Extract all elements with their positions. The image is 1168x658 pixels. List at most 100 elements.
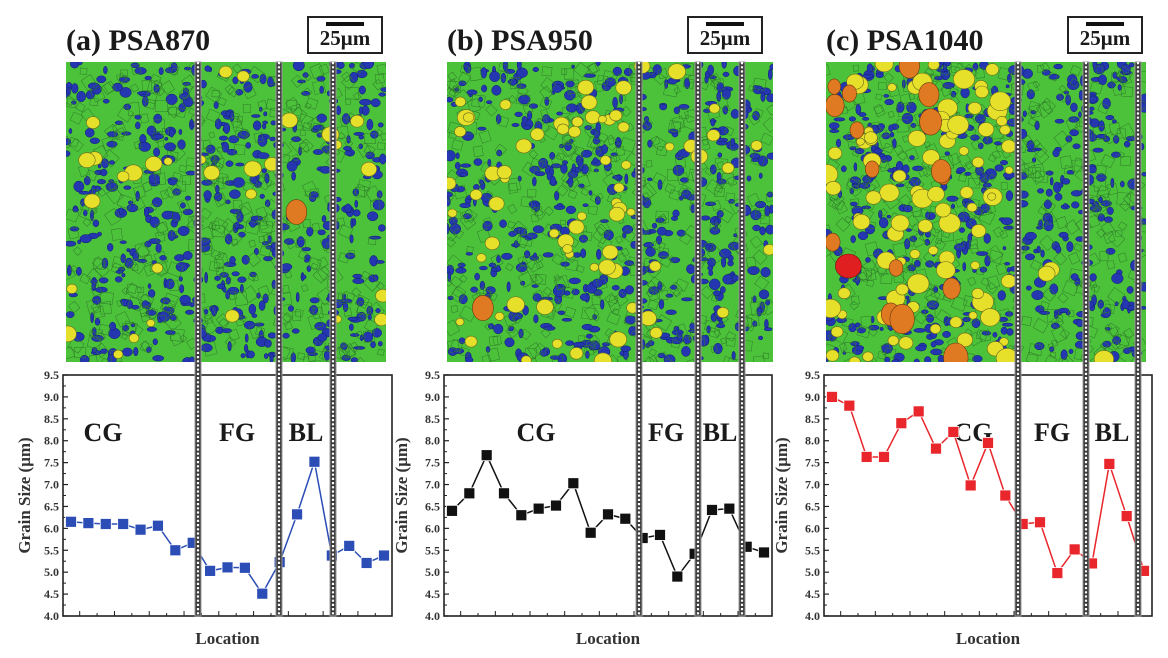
chart-b: 4.0 4.5 5.0 5.5 6.0 6.5 7.0 7.5 8.0 8.5 9.0 9.5 Grai… — [392, 61, 773, 648]
y-tick-label: 4.5 — [805, 587, 820, 601]
data-point — [930, 442, 942, 455]
x-axis-label: Location — [576, 629, 641, 648]
y-tick-label: 9.0 — [425, 390, 440, 404]
data-point — [895, 417, 908, 430]
data-point — [532, 502, 545, 515]
data-point — [654, 529, 666, 541]
data-point — [256, 587, 269, 600]
data-point — [1103, 458, 1116, 470]
data-point — [723, 502, 736, 515]
data-point — [169, 544, 182, 557]
y-tick-label: 7.5 — [44, 456, 59, 470]
grain — [168, 128, 175, 138]
grain — [184, 195, 192, 201]
y-tick-label: 4.0 — [805, 609, 820, 623]
data-point — [912, 405, 925, 418]
data-point — [360, 557, 373, 569]
grain — [92, 219, 100, 228]
y-tick-label: 5.0 — [805, 565, 820, 579]
grain — [291, 171, 296, 181]
grain — [216, 283, 225, 290]
data-point — [291, 508, 303, 521]
grain — [152, 338, 158, 346]
y-tick-label: 5.0 — [425, 565, 440, 579]
y-tick-label: 4.0 — [44, 609, 59, 623]
y-tick-label: 6.5 — [805, 499, 820, 513]
y-tick-label: 9.0 — [805, 390, 820, 404]
data-point — [221, 561, 234, 574]
grain — [286, 160, 298, 172]
grain — [263, 111, 268, 117]
grain — [77, 239, 82, 245]
data-point — [1068, 543, 1081, 556]
y-tick-label: 8.0 — [805, 434, 820, 448]
grain — [251, 74, 259, 79]
chart-a: 4.0 4.5 5.0 5.5 6.0 6.5 7.0 7.5 8.0 8.5 9.0 9.5 Grai… — [15, 61, 393, 648]
grain — [178, 128, 183, 135]
y-tick-label: 6.5 — [44, 499, 59, 513]
grain — [75, 266, 82, 276]
grain — [378, 92, 386, 97]
region-label-fg: FG — [648, 418, 684, 447]
y-axis-label: Grain Size (μm) — [772, 437, 791, 553]
grain — [79, 354, 90, 362]
grain — [89, 137, 100, 144]
scale-bar-box: 25μm — [307, 16, 383, 54]
grain — [121, 273, 126, 278]
chart-c: 4.0 4.5 5.0 5.5 6.0 6.5 7.0 7.5 8.0 8.5 9.0 9.5 Grai… — [772, 61, 1153, 648]
y-tick-label: 6.0 — [425, 521, 440, 535]
data-point — [515, 509, 528, 522]
data-point — [117, 518, 130, 530]
grain — [229, 256, 236, 264]
grain — [358, 85, 366, 95]
y-axis-label: Grain Size (μm) — [15, 437, 34, 553]
y-tick-label: 6.5 — [425, 499, 440, 513]
data-point — [947, 426, 960, 438]
data-point — [843, 399, 856, 412]
data-point — [550, 499, 562, 512]
data-point — [602, 508, 614, 521]
data-point — [878, 451, 890, 463]
y-tick-label: 6.0 — [805, 521, 820, 535]
grain — [179, 294, 191, 305]
scale-label: 25μm — [319, 26, 371, 50]
y-tick-label: 9.5 — [425, 368, 440, 382]
grain — [84, 127, 95, 138]
y-tick-label: 7.0 — [425, 478, 440, 492]
grain — [97, 163, 102, 169]
data-point — [671, 570, 684, 583]
y-tick-label: 7.0 — [805, 478, 820, 492]
x-axis-label: Location — [195, 629, 260, 648]
data-point — [480, 449, 493, 462]
region-label-fg: FG — [219, 418, 255, 447]
data-point — [378, 549, 390, 562]
grain — [247, 350, 255, 359]
data-point — [860, 451, 873, 463]
grain — [380, 87, 386, 92]
y-tick-label: 5.0 — [44, 565, 59, 579]
grain — [66, 265, 72, 277]
grain — [309, 297, 320, 304]
data-point — [584, 526, 597, 539]
grain — [203, 190, 212, 200]
grain — [314, 321, 327, 331]
y-tick-label: 8.5 — [805, 412, 820, 426]
y-tick-label: 4.5 — [425, 587, 440, 601]
scale-bar — [326, 22, 364, 26]
plot-frame — [62, 374, 393, 617]
y-tick-label: 8.0 — [44, 434, 59, 448]
data-point — [964, 479, 977, 492]
y-tick-label: 9.5 — [805, 368, 820, 382]
y-tick-label: 6.0 — [44, 521, 59, 535]
y-tick-label: 8.5 — [44, 412, 59, 426]
grain — [349, 234, 354, 244]
grain — [229, 189, 241, 199]
grain — [155, 243, 162, 253]
grain — [317, 229, 326, 236]
grain — [147, 283, 152, 289]
data-point — [498, 487, 510, 500]
data-point — [706, 504, 718, 516]
data-point — [758, 546, 770, 559]
y-tick-label: 5.5 — [425, 543, 440, 557]
plot-frame — [823, 374, 1153, 617]
